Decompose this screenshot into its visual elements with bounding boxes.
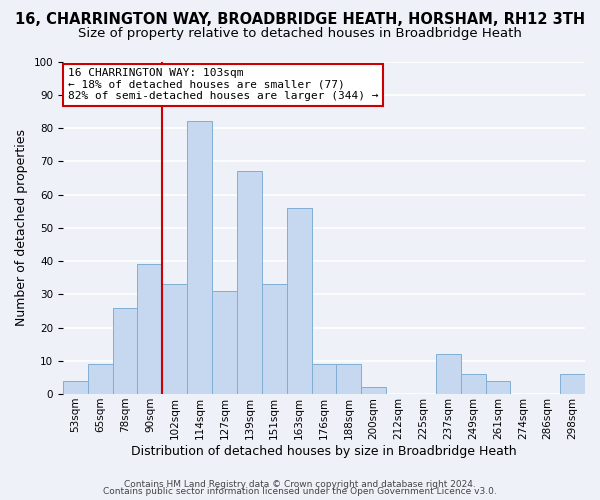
Bar <box>436 354 461 394</box>
Text: 16, CHARRINGTON WAY, BROADBRIDGE HEATH, HORSHAM, RH12 3TH: 16, CHARRINGTON WAY, BROADBRIDGE HEATH, … <box>15 12 585 28</box>
Bar <box>337 364 361 394</box>
Bar <box>560 374 585 394</box>
Bar <box>485 380 511 394</box>
X-axis label: Distribution of detached houses by size in Broadbridge Heath: Distribution of detached houses by size … <box>131 444 517 458</box>
Text: 16 CHARRINGTON WAY: 103sqm
← 18% of detached houses are smaller (77)
82% of semi: 16 CHARRINGTON WAY: 103sqm ← 18% of deta… <box>68 68 379 102</box>
Bar <box>63 380 88 394</box>
Bar <box>88 364 113 394</box>
Bar <box>262 284 287 394</box>
Bar <box>237 171 262 394</box>
Bar <box>461 374 485 394</box>
Bar <box>137 264 163 394</box>
Bar <box>163 284 187 394</box>
Bar <box>113 308 137 394</box>
Text: Size of property relative to detached houses in Broadbridge Heath: Size of property relative to detached ho… <box>78 28 522 40</box>
Y-axis label: Number of detached properties: Number of detached properties <box>15 130 28 326</box>
Text: Contains HM Land Registry data © Crown copyright and database right 2024.: Contains HM Land Registry data © Crown c… <box>124 480 476 489</box>
Bar <box>212 291 237 394</box>
Bar <box>287 208 311 394</box>
Bar <box>361 388 386 394</box>
Bar <box>311 364 337 394</box>
Text: Contains public sector information licensed under the Open Government Licence v3: Contains public sector information licen… <box>103 488 497 496</box>
Bar <box>187 122 212 394</box>
